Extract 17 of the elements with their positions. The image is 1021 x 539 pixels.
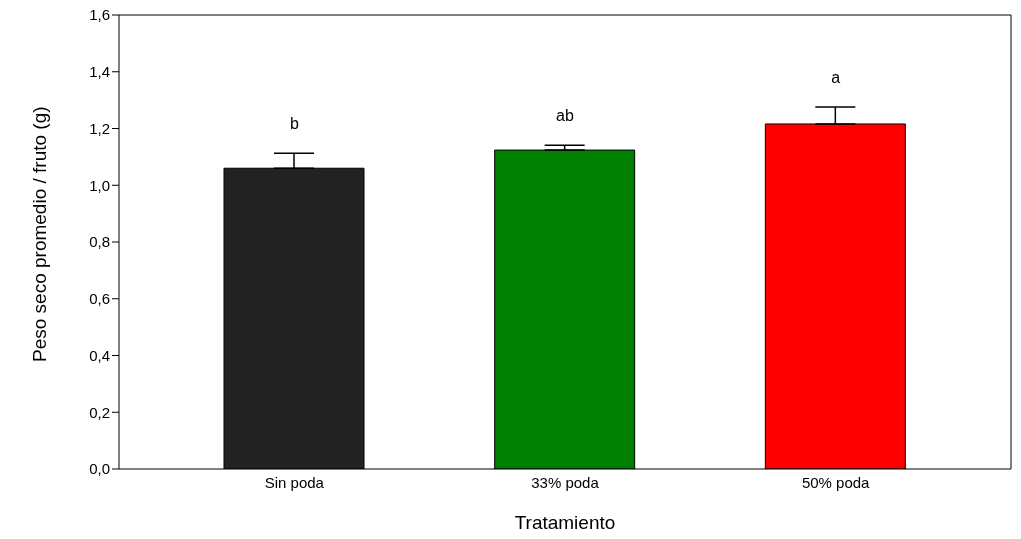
y-tick-label: 0,8	[89, 233, 110, 251]
y-tick-label: 0,6	[89, 290, 110, 308]
x-tick-label: Sin poda	[264, 473, 325, 491]
annotation: b	[289, 114, 299, 132]
annotation: ab	[556, 106, 574, 124]
y-tick-label: 1,4	[89, 63, 110, 81]
x-tick-label: 33% poda	[531, 473, 600, 491]
y-tick-label: 1,0	[89, 176, 110, 194]
annotation: a	[831, 68, 841, 86]
x-tick-label: 50% poda	[801, 473, 871, 491]
x-axis-title: Tratamiento	[514, 512, 616, 533]
y-tick-label: 0,2	[89, 403, 110, 421]
y-tick-label: 1,6	[89, 6, 110, 24]
y-tick-label: 0,4	[89, 346, 110, 364]
y-tick-label: 0,0	[89, 460, 110, 478]
y-tick-label: 1,2	[89, 119, 110, 137]
y-axis-title: Peso seco promedio / fruto (g)	[28, 106, 50, 362]
